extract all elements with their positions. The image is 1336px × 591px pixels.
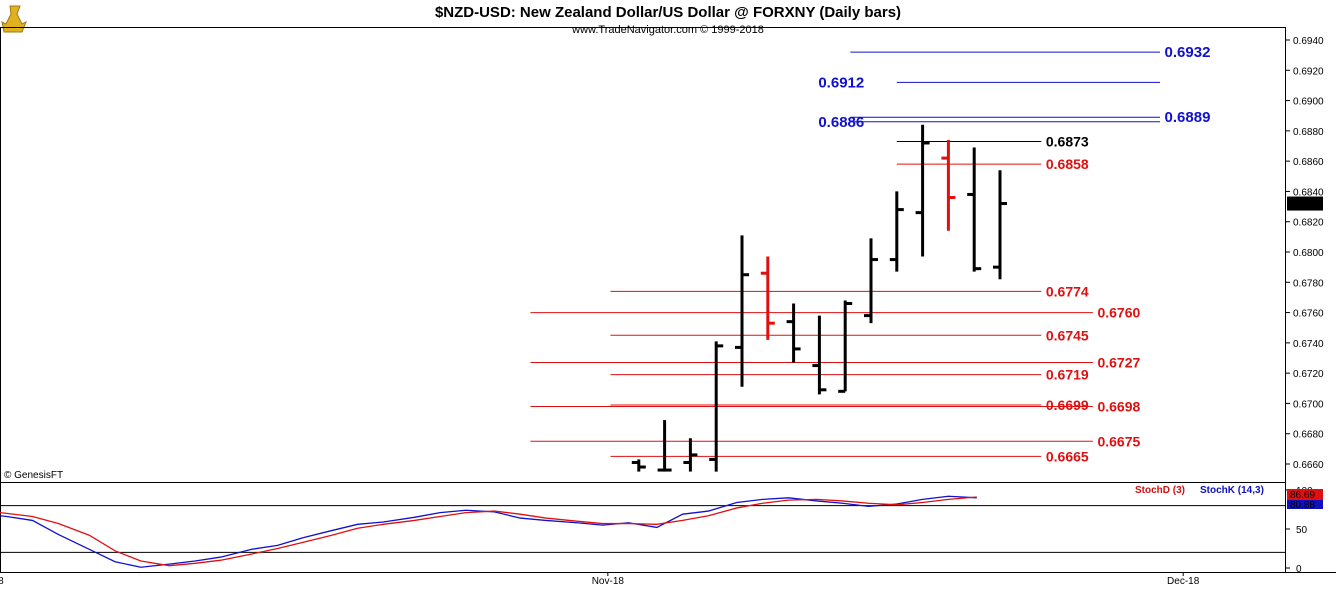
price-tick-label: 0.6940 [1293,36,1324,47]
date-tick-label: Oct-18 [0,576,4,587]
level-label: 0.6932 [1165,44,1211,61]
price-tick-label: 0.6920 [1293,66,1324,77]
ohlc-bar [760,256,775,340]
stochd-legend: StochD (3) [1135,485,1185,496]
stochk-last-box [1287,500,1323,509]
level-label: 0.6727 [1097,355,1140,371]
ohlc-bar [864,238,878,324]
stochk-legend: StochK (14,3) [1200,485,1264,496]
level-label: 0.6889 [1165,109,1211,126]
ohlc-bar [838,300,853,393]
ohlc-bar [941,139,956,231]
ohlc-bar [812,315,827,395]
ohlc-bar [889,191,904,272]
date-tick-label: Dec-18 [1167,576,1200,587]
ohlc-bar [709,341,724,472]
date-axis: Oct-18 Nov-18 Dec-18 [0,572,1200,587]
last-price-box [1287,196,1323,211]
price-tick-label: 0.6720 [1293,369,1324,380]
level-label: 0.6774 [1046,283,1089,299]
ohlc-bar [683,438,698,472]
price-tick-label: 0.6780 [1293,278,1324,289]
price-tick-label: 0.6840 [1293,187,1324,198]
level-label: 0.6675 [1097,433,1140,449]
stoch-series-line [0,495,977,568]
ohlc-bar [657,420,672,472]
level-label: 0.6912 [818,74,864,91]
level-label: 0.6873 [1046,133,1089,149]
price-tick-label: 0.6660 [1293,460,1324,471]
chart-title: $NZD-USD: New Zealand Dollar/US Dollar @… [435,4,901,21]
price-tick-label: 0.6800 [1293,248,1324,259]
level-label: 0.6886 [818,114,864,131]
price-tick-label: 0.6900 [1293,97,1324,108]
stochd-last-box [1287,489,1323,500]
price-tick-label: 0.6860 [1293,157,1324,168]
ohlc-bar [786,303,801,363]
level-label: 0.6719 [1046,367,1089,383]
genesis-logo-icon [1,5,27,33]
price-tick-label: 0.6680 [1293,430,1324,441]
level-label: 0.6665 [1046,448,1089,464]
price-tick-label: 0.6880 [1293,127,1324,138]
level-label: 0.6858 [1046,156,1089,172]
stoch-series-line [0,496,977,567]
copyright-label: © GenesisFT [4,470,63,481]
level-label: 0.6760 [1097,305,1140,321]
ohlc-bar [915,124,930,257]
price-tick-label: 0.6740 [1293,339,1324,350]
price-tick-label: 0.6760 [1293,309,1324,320]
chart-frame [0,27,1336,573]
stochd-last-label: 86.69 [1290,490,1315,501]
stoch-tick-label: 0 [1296,564,1302,575]
level-label: 0.6745 [1046,327,1089,343]
ohlc-bar [631,459,646,472]
price-tick-label: 0.6700 [1293,399,1324,410]
ohlc-bars [631,124,1007,472]
stoch-tick-label: 50 [1296,525,1308,536]
level-label: 0.6699 [1046,397,1089,413]
stochk-last-label: 80.88 [1290,500,1315,511]
price-axis: 0.6660 0.6680 0.6700 0.6720 0.6740 0.6760 0.67… [1285,36,1324,471]
last-price-label: 0.6832 [1290,200,1321,211]
price-levels: 0.6932 0.6912 0.6889 0.6886 0.6873 0.6858 0.67… [530,44,1210,464]
ohlc-bar [993,170,1007,280]
ohlc-bar [967,147,982,272]
date-tick-label: Nov-18 [592,576,625,587]
level-label: 0.6698 [1097,398,1140,414]
ohlc-bar [735,235,749,387]
price-tick-label: 0.6820 [1293,218,1324,229]
chart-subtitle: www.TradeNavigator.com © 1999-2018 [571,24,764,36]
